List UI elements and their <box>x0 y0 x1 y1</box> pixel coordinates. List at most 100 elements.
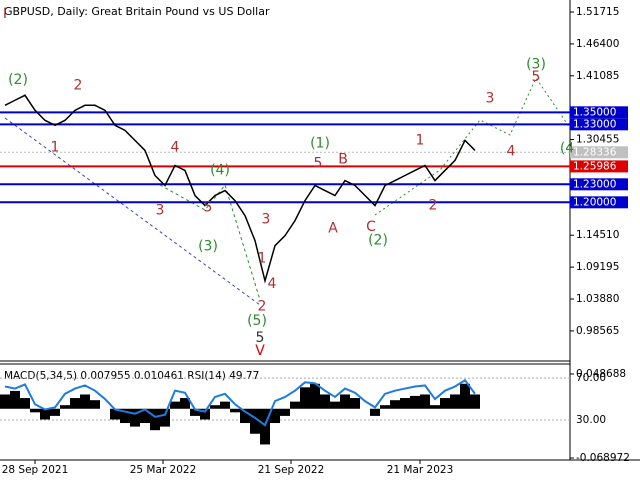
wave-label: 1 <box>258 251 267 267</box>
price-line <box>4 94 476 284</box>
x-tick-label: 25 Mar 2022 <box>130 464 197 476</box>
level-label: 1.20000 <box>573 196 616 208</box>
macd-bar <box>470 394 480 409</box>
last-price-label: 1.28336 <box>573 146 617 158</box>
wave-label: B <box>338 152 348 168</box>
wave-label: I <box>3 6 7 22</box>
level-label: 1.33000 <box>573 118 616 130</box>
wave-label: (4 <box>560 140 574 156</box>
macd-bar <box>290 401 300 409</box>
macd-bar <box>190 408 200 416</box>
macd-bar <box>350 398 360 409</box>
y-tick-label: 0.048688 <box>576 368 626 380</box>
wave-label: 5 <box>532 69 541 85</box>
macd-bar <box>50 408 60 416</box>
x-tick-label: 21 Sep 2022 <box>258 464 325 476</box>
macd-bar <box>40 408 50 420</box>
wave-label: 3 <box>156 203 165 219</box>
wave-label: 3 <box>262 212 271 228</box>
y-tick-label: 30.00 <box>576 414 606 426</box>
macd-bar <box>160 408 170 427</box>
x-tick-label: 28 Sep 2021 <box>2 464 69 476</box>
macd-bar <box>60 405 70 409</box>
macd-bar <box>340 394 350 409</box>
level-label: 1.35000 <box>573 106 616 118</box>
wave-label: 2 <box>74 77 83 93</box>
macd-bar <box>80 394 90 409</box>
macd-bar <box>400 398 410 409</box>
macd-bar <box>70 398 80 409</box>
macd-bar <box>410 395 420 409</box>
wave-label: 1 <box>51 139 60 155</box>
wave-line <box>374 76 571 216</box>
wave-label: (5) <box>247 313 267 329</box>
wave-label: 4 <box>507 143 516 159</box>
macd-bar <box>0 394 10 409</box>
wave-label: (4) <box>210 163 230 179</box>
level-label-box <box>570 178 628 191</box>
macd-bar <box>310 383 320 409</box>
macd-bar <box>250 408 260 434</box>
macd-bar <box>20 398 30 409</box>
y-tick-label: 70.00 <box>576 372 606 384</box>
macd-bar <box>130 408 140 427</box>
macd-bar <box>10 390 20 409</box>
y-tick-label: 1.41085 <box>576 70 619 82</box>
macd-bar <box>120 408 130 424</box>
wave-label: 1 <box>416 132 425 148</box>
wave-label: 2 <box>429 197 438 213</box>
last-price-box <box>570 146 628 159</box>
macd-bar <box>270 408 280 424</box>
macd-bar <box>420 394 430 409</box>
level-label-box <box>570 160 628 173</box>
y-tick-label: 1.03880 <box>576 293 619 305</box>
indicator-title: MACD(5,34,5) 0.007955 0.010461 RSI(14) 4… <box>4 370 259 382</box>
y-tick-label: 1.30455 <box>576 134 619 146</box>
macd-bar <box>110 408 120 420</box>
macd-bar <box>280 408 290 416</box>
wave-label: 5 <box>204 200 213 216</box>
wave-label: (1) <box>310 136 330 152</box>
wave-label: (3) <box>198 239 218 255</box>
wave-label: V <box>255 343 265 359</box>
wave-line <box>4 117 261 306</box>
wave-label: (2) <box>8 72 28 88</box>
level-label-box <box>570 118 628 131</box>
macd-bar <box>140 408 150 424</box>
y-tick-label: 1.46400 <box>576 38 619 50</box>
macd-bar <box>150 408 160 431</box>
rsi-line <box>4 378 476 427</box>
macd-bar <box>430 405 440 409</box>
macd-bar <box>440 398 450 409</box>
macd-bar <box>450 394 460 409</box>
macd-bar <box>390 400 400 409</box>
wave-label: (3) <box>526 56 546 72</box>
macd-bar <box>30 408 40 413</box>
macd-bar <box>320 394 330 409</box>
wave-label: 3 <box>486 90 495 106</box>
macd-bar <box>200 408 210 420</box>
macd-bar <box>330 401 340 409</box>
wave-label: 5 <box>256 330 265 346</box>
y-tick-label: 1.14510 <box>576 229 619 241</box>
x-tick-label: 21 Mar 2023 <box>387 464 454 476</box>
wave-label: 4 <box>171 139 180 155</box>
wave-line <box>159 183 261 301</box>
chart-title: GBPUSD, Daily: Great Britain Pound vs US… <box>4 5 270 18</box>
level-label-box <box>570 196 628 209</box>
macd-bar <box>370 408 380 416</box>
macd-bar <box>220 401 230 409</box>
macd-bar <box>460 383 470 409</box>
macd-bar <box>240 408 250 424</box>
macd-bar <box>90 400 100 409</box>
macd-bar <box>300 387 310 409</box>
wave-label: C <box>366 219 376 235</box>
macd-bar <box>230 408 240 413</box>
level-label: 1.23000 <box>573 178 616 190</box>
macd-bar <box>380 405 390 409</box>
y-tick-label: 1.51715 <box>576 6 619 18</box>
wave-label: 4 <box>268 276 277 292</box>
y-tick-label: 0.98565 <box>576 325 619 337</box>
level-label-box <box>570 106 628 119</box>
